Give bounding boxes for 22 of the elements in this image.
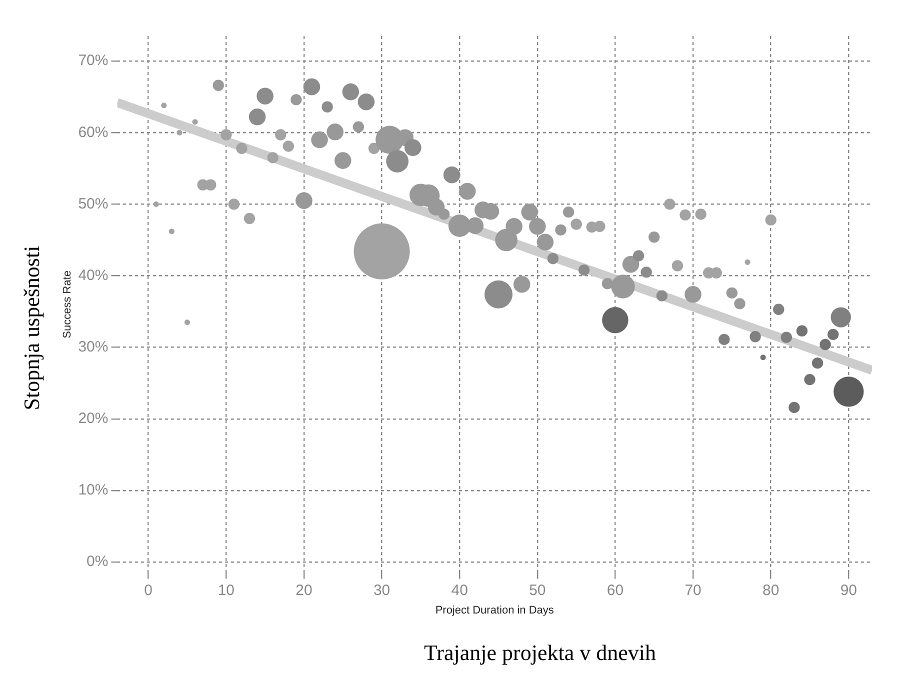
x-axis-title: Project Duration in Days [435, 604, 554, 616]
y-axis-title: Success Rate [62, 270, 74, 338]
y-tick-label: 20% [78, 410, 108, 428]
y-tick-label: 70% [78, 52, 108, 70]
x-tick-label: 0 [144, 582, 153, 599]
x-tick-label: 40 [451, 582, 468, 599]
y-tick-label: 60% [78, 124, 108, 141]
x-tick-label: 50 [529, 582, 546, 599]
x-tick-label: 80 [762, 582, 780, 599]
y-tick-label: 10% [78, 482, 108, 499]
x-tick-label: 90 [840, 582, 857, 599]
x-tick-label: 70 [684, 582, 702, 599]
x-tick-label: 60 [606, 582, 624, 599]
text: Trajanje projekta v dnevih [424, 640, 656, 666]
y-tick-label: 50% [78, 195, 108, 212]
x-tick-label: 10 [218, 582, 235, 599]
y-tick-label: 30% [78, 338, 108, 356]
x-tick-label: 30 [373, 582, 390, 599]
x-tick-label: 20 [296, 582, 312, 599]
y-tick-label: 40% [78, 266, 108, 284]
text: Stopnja uspešnosti [19, 246, 45, 410]
y-tick-label: 0% [86, 553, 108, 570]
